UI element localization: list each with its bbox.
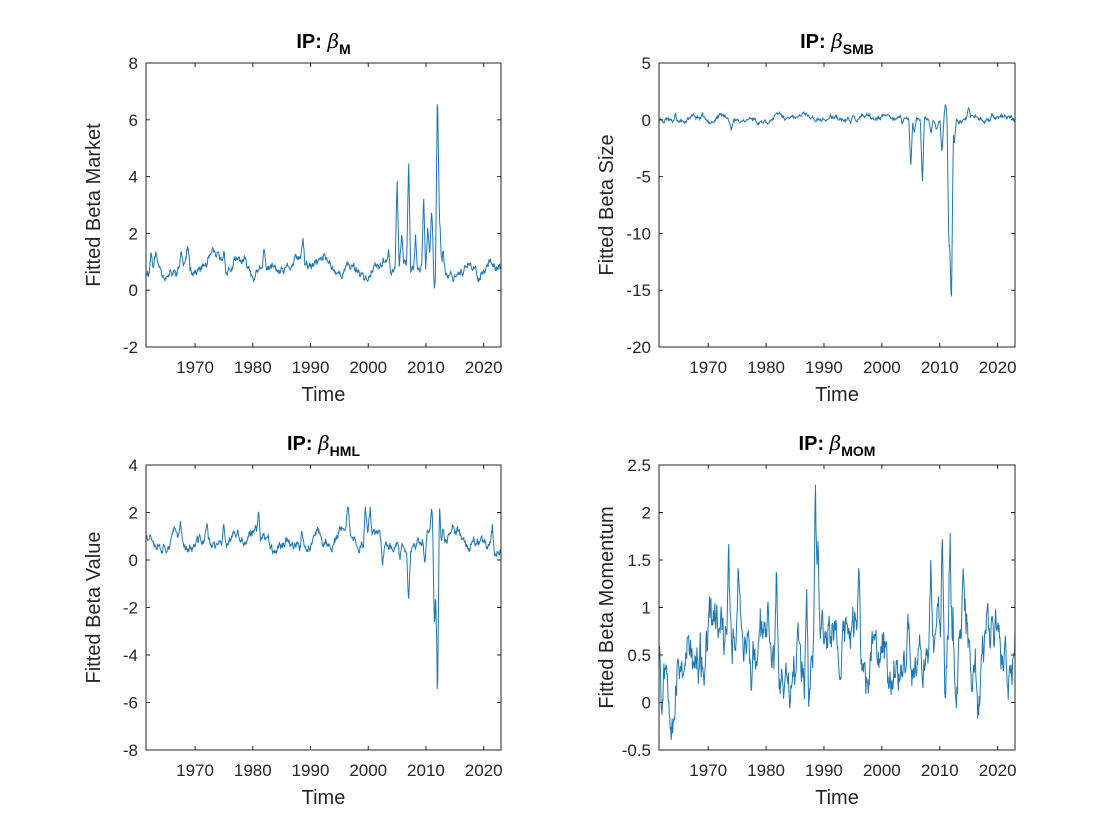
axes-box xyxy=(658,62,1016,348)
x-tick-label: 2010 xyxy=(407,761,445,780)
x-tick-label: 2000 xyxy=(349,761,387,780)
x-tick-label: 1980 xyxy=(234,761,272,780)
x-tick-label: 2010 xyxy=(921,761,959,780)
y-tick-label: 8 xyxy=(129,54,138,73)
title-beta-symbol: β xyxy=(829,431,842,455)
subplot-2: 1970 1980 1990 2000 2010 2020 -20 -15 -10 -5 0 5 Tim… xyxy=(596,29,1017,406)
x-axis-label: Time xyxy=(815,384,859,406)
y-tick-label: 1 xyxy=(642,599,651,618)
y-axis-label: Fitted Beta Size xyxy=(596,134,618,275)
y-axis-label: Fitted Beta Momentum xyxy=(596,506,618,708)
y-tick-label: 4 xyxy=(129,456,138,475)
y-tick-label: -8 xyxy=(123,741,138,760)
x-axis-label: Time xyxy=(302,787,346,809)
title-prefix: IP: xyxy=(799,433,830,455)
x-tick-label: 2000 xyxy=(863,358,901,377)
x-tick-label: 2010 xyxy=(921,358,959,377)
y-tick-label: 0 xyxy=(129,551,138,570)
x-tick-label: 1990 xyxy=(292,761,330,780)
y-tick-label: -2 xyxy=(123,338,138,357)
y-tick-label: -6 xyxy=(123,694,138,713)
series-line xyxy=(146,104,501,289)
x-tick-label: 1990 xyxy=(805,761,843,780)
x-tick-label: 2020 xyxy=(979,761,1017,780)
y-tick-label: 0.5 xyxy=(627,646,651,665)
subplot-1: 1970 1980 1990 2000 2010 2020 -2 0 2 4 6 8 Time Fitte… xyxy=(83,29,503,406)
y-tick-label: 5 xyxy=(642,54,651,73)
y-tick-label: -0.5 xyxy=(622,741,651,760)
x-tick-label: 1970 xyxy=(176,761,214,780)
axes-box xyxy=(145,62,502,348)
series-line xyxy=(659,103,1015,298)
x-tick-label: 1990 xyxy=(805,358,843,377)
x-tick-label: 1980 xyxy=(747,761,785,780)
y-tick-label: -15 xyxy=(626,281,651,300)
x-tick-label: 2010 xyxy=(407,358,445,377)
y-tick-label: 2 xyxy=(642,504,651,523)
title-prefix: IP: xyxy=(800,31,831,53)
y-tick-label: -10 xyxy=(626,224,651,243)
y-tick-label: 2 xyxy=(129,224,138,243)
x-tick-label: 1990 xyxy=(292,358,330,377)
x-tick-label: 2020 xyxy=(465,761,503,780)
x-axis-label: Time xyxy=(815,787,859,809)
y-tick-label: -4 xyxy=(123,646,138,665)
y-tick-label: -5 xyxy=(636,168,651,187)
y-tick-label: 0 xyxy=(642,111,651,130)
title-subscript: M xyxy=(339,41,351,57)
y-tick-label: 0 xyxy=(642,694,651,713)
series-line xyxy=(146,506,501,690)
x-tick-label: 1970 xyxy=(689,358,727,377)
x-tick-label: 2000 xyxy=(349,358,387,377)
title-subscript: SMB xyxy=(843,41,874,57)
y-axis-label: Fitted Beta Market xyxy=(83,123,105,287)
subplot-3: 1970 1980 1990 2000 2010 2020 -8 -6 -4 -2 0 2 4 Time F… xyxy=(83,431,503,809)
x-tick-label: 2000 xyxy=(863,761,901,780)
x-tick-label: 2020 xyxy=(465,358,503,377)
title-beta-symbol: β xyxy=(326,29,339,53)
title-prefix: IP: xyxy=(296,31,327,53)
chart-title: IP: βSMB xyxy=(800,29,874,57)
series-line xyxy=(659,484,1015,741)
chart-title: IP: βMOM xyxy=(799,431,876,459)
y-tick-label: 1.5 xyxy=(627,551,651,570)
x-tick-label: 1970 xyxy=(176,358,214,377)
x-tick-label: 1980 xyxy=(747,358,785,377)
y-axis-label: Fitted Beta Value xyxy=(83,532,105,684)
title-beta-symbol: β xyxy=(317,431,330,455)
y-tick-label: 6 xyxy=(129,111,138,130)
y-tick-label: -20 xyxy=(626,338,651,357)
title-prefix: IP: xyxy=(287,433,318,455)
title-subscript: HML xyxy=(330,443,361,459)
x-tick-label: 1970 xyxy=(689,761,727,780)
y-tick-label: -2 xyxy=(123,599,138,618)
y-tick-label: 2 xyxy=(129,504,138,523)
subplot-4: 1970 1980 1990 2000 2010 2020 -0.5 0 0.5 1 1.5 2 2.5… xyxy=(596,431,1017,809)
title-subscript: MOM xyxy=(841,443,875,459)
x-tick-label: 2020 xyxy=(979,358,1017,377)
y-tick-label: 0 xyxy=(129,281,138,300)
chart-title: IP: βHML xyxy=(287,431,360,459)
x-axis-label: Time xyxy=(302,384,346,406)
chart-title: IP: βM xyxy=(296,29,350,57)
x-tick-label: 1980 xyxy=(234,358,272,377)
title-beta-symbol: β xyxy=(830,29,843,53)
y-tick-label: 2.5 xyxy=(627,456,651,475)
y-tick-label: 4 xyxy=(129,168,138,187)
